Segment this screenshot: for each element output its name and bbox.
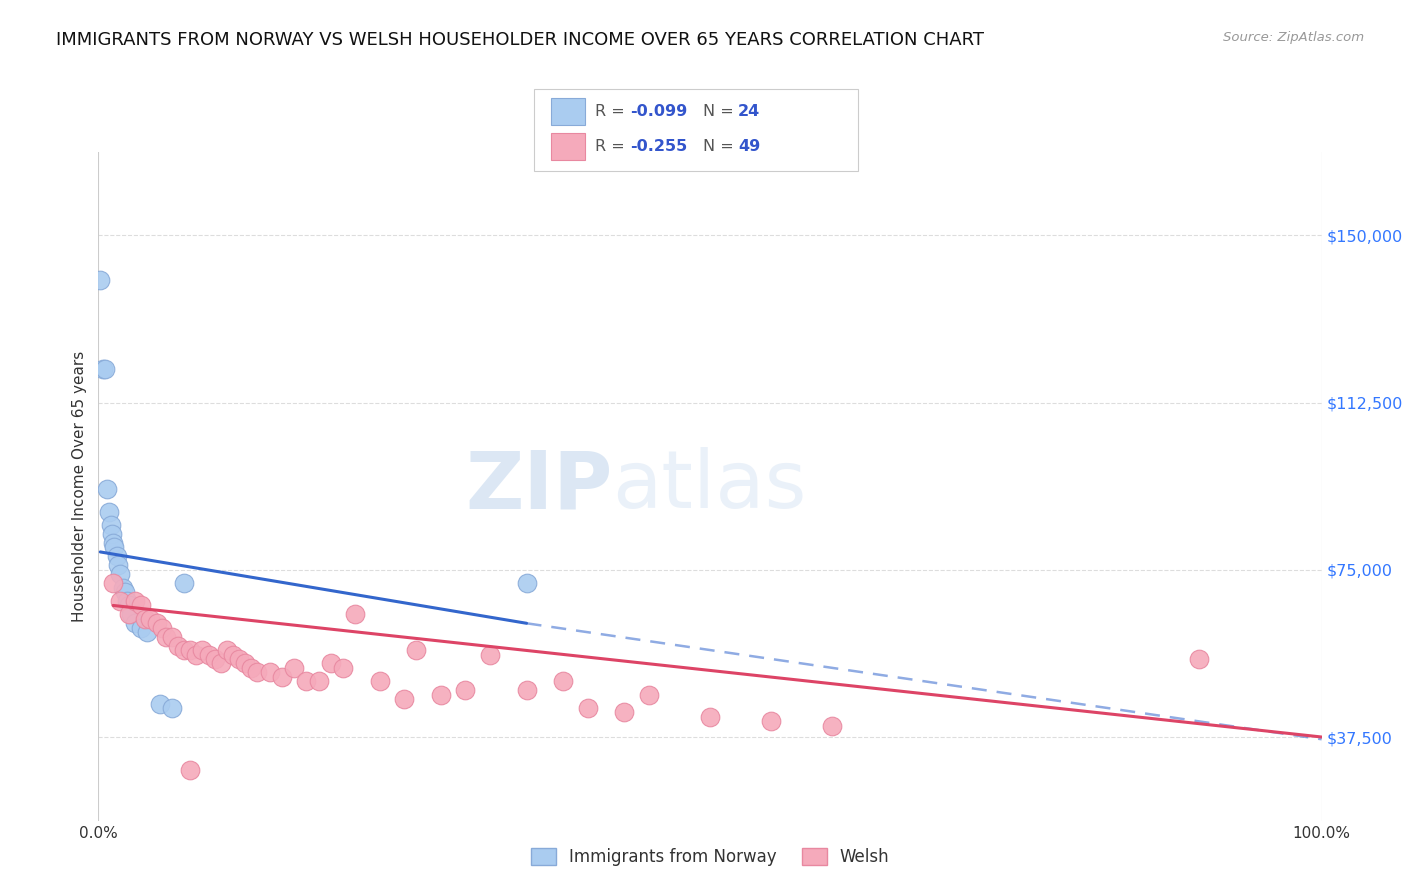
Point xyxy=(129,621,152,635)
Point xyxy=(283,661,305,675)
Point xyxy=(100,518,122,533)
Point xyxy=(454,683,477,698)
Y-axis label: Householder Income Over 65 years: Householder Income Over 65 years xyxy=(72,351,87,622)
Point xyxy=(120,607,142,622)
Point xyxy=(344,607,367,622)
Point xyxy=(110,567,132,582)
Point xyxy=(576,701,599,715)
Point xyxy=(186,648,208,662)
Point xyxy=(134,612,156,626)
Point xyxy=(167,639,190,653)
Point xyxy=(101,527,124,541)
Text: N =: N = xyxy=(703,139,740,153)
Point xyxy=(160,701,183,715)
Text: -0.255: -0.255 xyxy=(630,139,688,153)
Point xyxy=(478,648,501,662)
Point xyxy=(107,558,129,573)
Point xyxy=(516,576,538,591)
Point xyxy=(197,648,219,662)
Point xyxy=(129,599,152,613)
Point xyxy=(613,706,636,720)
Text: -0.099: -0.099 xyxy=(630,104,688,119)
Point xyxy=(150,621,173,635)
Point xyxy=(105,549,128,564)
Point xyxy=(270,670,294,684)
Point xyxy=(155,630,177,644)
Point xyxy=(821,719,844,733)
Point xyxy=(124,616,146,631)
Point xyxy=(124,594,146,608)
Text: R =: R = xyxy=(595,104,630,119)
Text: N =: N = xyxy=(703,104,740,119)
Point xyxy=(228,652,250,666)
Point xyxy=(308,674,330,689)
Point xyxy=(319,657,342,671)
Point xyxy=(146,616,169,631)
Point xyxy=(94,362,117,376)
Point xyxy=(699,710,721,724)
Point xyxy=(118,599,141,613)
Point xyxy=(110,594,132,608)
Point xyxy=(392,692,416,706)
Text: ZIP: ZIP xyxy=(465,447,612,525)
Point xyxy=(295,674,318,689)
Point xyxy=(91,362,114,376)
Text: 49: 49 xyxy=(738,139,761,153)
Point xyxy=(204,652,226,666)
Point xyxy=(111,581,134,595)
Point xyxy=(179,764,201,778)
Point xyxy=(761,714,783,729)
Point xyxy=(191,643,214,657)
Legend: Immigrants from Norway, Welsh: Immigrants from Norway, Welsh xyxy=(524,841,896,872)
Point xyxy=(246,665,269,680)
Point xyxy=(332,661,354,675)
Point xyxy=(209,657,232,671)
Point xyxy=(173,576,195,591)
Text: R =: R = xyxy=(595,139,630,153)
Point xyxy=(101,536,124,550)
Point xyxy=(149,697,172,711)
Point xyxy=(98,505,121,519)
Point xyxy=(118,607,141,622)
Point xyxy=(430,688,453,702)
Point xyxy=(160,630,183,644)
Point xyxy=(96,483,118,497)
Point xyxy=(173,643,195,657)
Point xyxy=(139,612,162,626)
Point xyxy=(240,661,263,675)
Text: IMMIGRANTS FROM NORWAY VS WELSH HOUSEHOLDER INCOME OVER 65 YEARS CORRELATION CHA: IMMIGRANTS FROM NORWAY VS WELSH HOUSEHOL… xyxy=(56,31,984,49)
Point xyxy=(179,643,201,657)
Point xyxy=(215,643,238,657)
Point xyxy=(368,674,391,689)
Point xyxy=(114,585,136,599)
Point xyxy=(553,674,575,689)
Point xyxy=(259,665,281,680)
Point xyxy=(405,643,427,657)
Point xyxy=(233,657,256,671)
Text: 24: 24 xyxy=(738,104,761,119)
Point xyxy=(103,541,125,555)
Point xyxy=(136,625,159,640)
Point xyxy=(101,576,124,591)
Point xyxy=(637,688,661,702)
Point xyxy=(222,648,245,662)
Point xyxy=(1188,652,1211,666)
Point xyxy=(115,594,138,608)
Point xyxy=(89,273,111,287)
Text: atlas: atlas xyxy=(612,447,807,525)
Text: Source: ZipAtlas.com: Source: ZipAtlas.com xyxy=(1223,31,1364,45)
Point xyxy=(516,683,538,698)
